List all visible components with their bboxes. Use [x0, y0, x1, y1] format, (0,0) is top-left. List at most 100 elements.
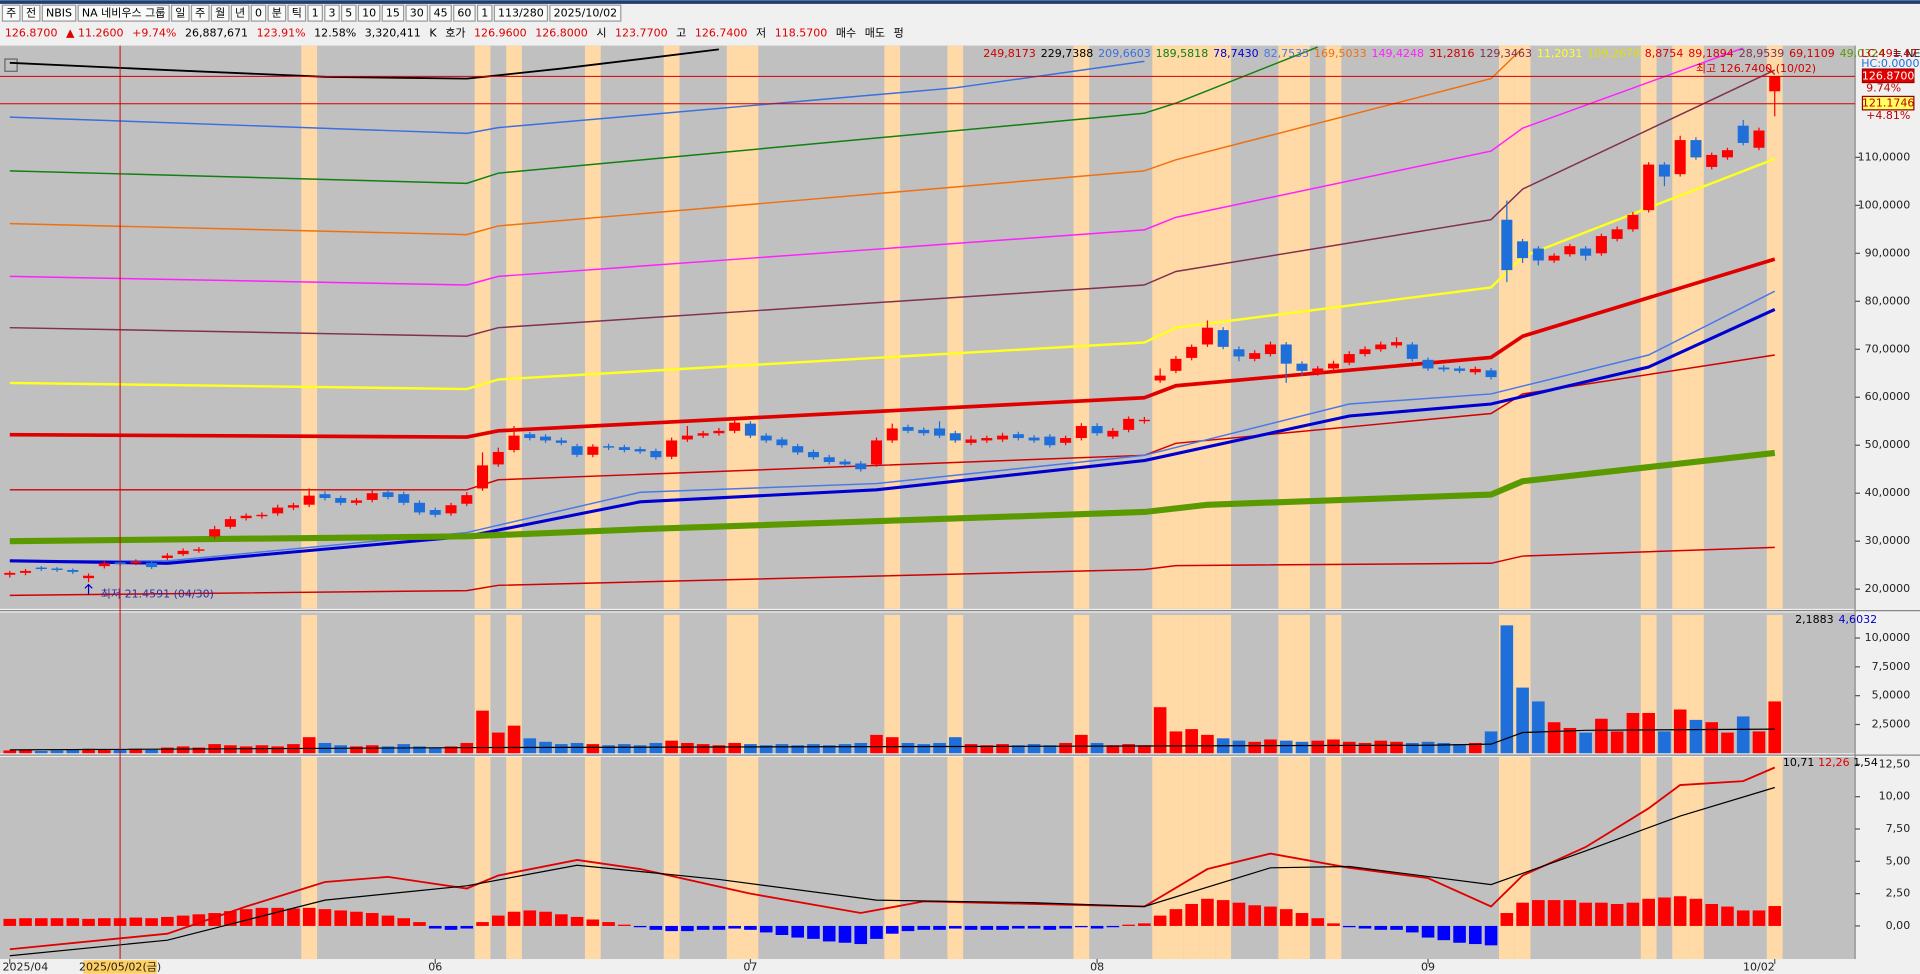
- button-box[interactable]: [190, 4, 210, 22]
- button-label[interactable]: 틱: [292, 7, 302, 20]
- toolbar-button[interactable]: NBIS: [41, 4, 77, 22]
- button-box[interactable]: [250, 4, 267, 22]
- toolbar-button[interactable]: 60: [453, 4, 476, 22]
- button-label[interactable]: 3: [328, 7, 335, 20]
- toolbar-button[interactable]: 주: [190, 4, 210, 22]
- volume-bar: [1689, 719, 1703, 754]
- oscillator-bar: [555, 914, 568, 926]
- button-label[interactable]: 60: [457, 7, 471, 20]
- button-label[interactable]: NA 네비우스 그룹: [82, 7, 166, 20]
- toolbar-button[interactable]: 전: [21, 4, 41, 22]
- toolbar-button[interactable]: 5: [340, 4, 357, 22]
- button-box[interactable]: [230, 4, 250, 22]
- button-box[interactable]: [287, 4, 307, 22]
- toolbar-button[interactable]: 월: [210, 4, 230, 22]
- button-label[interactable]: 주: [6, 7, 16, 20]
- button-label[interactable]: 1: [481, 7, 488, 20]
- button-box[interactable]: [381, 4, 405, 22]
- button-box[interactable]: [41, 4, 77, 22]
- button-box[interactable]: [549, 4, 622, 22]
- signal-band: [1278, 757, 1295, 960]
- oscillator-bar: [1673, 896, 1687, 926]
- volume-bar: [1358, 742, 1372, 754]
- button-box[interactable]: [429, 4, 452, 22]
- low-label: 최저 21.4591 (04/30): [101, 587, 214, 600]
- candle-body: [1658, 164, 1670, 177]
- signal-band: [726, 757, 743, 960]
- candle-body: [555, 440, 567, 443]
- button-label[interactable]: 2025/10/02: [554, 7, 618, 20]
- candle-body: [1627, 214, 1639, 230]
- button-label[interactable]: 30: [410, 7, 424, 20]
- button-box[interactable]: [170, 4, 190, 22]
- toolbar-button[interactable]: 주: [1, 4, 21, 22]
- oscillator-bar: [318, 909, 332, 926]
- toolbar-button[interactable]: 30: [405, 4, 429, 22]
- toolbar-button[interactable]: 10: [357, 4, 381, 22]
- toolbar-button[interactable]: 2025/10/02: [549, 4, 622, 22]
- toolbar-button[interactable]: 0: [250, 4, 267, 22]
- volume-bar: [1248, 741, 1262, 754]
- button-box[interactable]: [476, 4, 493, 22]
- quote-field: 호가: [445, 26, 465, 39]
- button-label[interactable]: 1: [312, 7, 319, 20]
- toolbar-button[interactable]: 분: [267, 4, 287, 22]
- button-label[interactable]: 주: [195, 7, 205, 20]
- button-label[interactable]: 전: [26, 7, 36, 20]
- volume-bar: [255, 745, 269, 754]
- volume-bar: [1201, 734, 1214, 754]
- toolbar-button[interactable]: 1: [476, 4, 493, 22]
- volume-bar: [775, 744, 789, 754]
- button-box[interactable]: [324, 4, 340, 22]
- oscillator-bar: [1342, 925, 1356, 928]
- volume-bar: [917, 744, 931, 754]
- oscillator-bar: [1736, 910, 1750, 926]
- indicator-line: [9, 257, 1776, 439]
- button-label[interactable]: 113/280: [498, 7, 544, 20]
- button-box[interactable]: [340, 4, 357, 22]
- toolbar-button[interactable]: 113/280: [493, 4, 549, 22]
- volume-bar: [1405, 742, 1419, 754]
- volume-bar: [1043, 745, 1057, 754]
- toolbar-button[interactable]: 틱: [287, 4, 307, 22]
- button-box[interactable]: [493, 4, 549, 22]
- macd-value: 1,54: [1853, 756, 1878, 769]
- button-label[interactable]: 45: [434, 7, 448, 20]
- quote-field: 126.8000: [535, 26, 588, 39]
- button-box[interactable]: [307, 4, 323, 22]
- button-label[interactable]: 10: [362, 7, 376, 20]
- button-label[interactable]: 일: [175, 6, 185, 20]
- toolbar-button[interactable]: 3: [324, 4, 340, 22]
- toolbar-button[interactable]: 45: [429, 4, 452, 22]
- indicator-line: [9, 157, 1776, 391]
- button-label[interactable]: 0: [255, 7, 262, 20]
- panel-plot: [3, 757, 1783, 960]
- button-label[interactable]: 년: [235, 7, 245, 20]
- button-label[interactable]: 분: [272, 7, 282, 20]
- toolbar-button[interactable]: 년: [230, 4, 250, 22]
- oscillator-bar: [19, 918, 32, 926]
- y-tick-label: 50,0000: [1865, 438, 1911, 451]
- button-box[interactable]: [77, 4, 170, 22]
- y-tick-label: 2,5000: [1872, 717, 1911, 730]
- button-box[interactable]: [1, 4, 21, 22]
- panel-icon[interactable]: [4, 58, 18, 72]
- price-tag-label: 126.8700: [1862, 69, 1915, 82]
- button-box[interactable]: [405, 4, 429, 22]
- toolbar-button[interactable]: 일: [170, 4, 190, 22]
- button-label[interactable]: NBIS: [46, 7, 72, 20]
- button-label[interactable]: 5: [345, 7, 352, 20]
- button-box[interactable]: [210, 4, 230, 22]
- y-tick-label: 7,50: [1886, 822, 1911, 835]
- toolbar-button[interactable]: NA 네비우스 그룹: [77, 4, 170, 22]
- button-box[interactable]: [21, 4, 41, 22]
- candle-body: [1454, 368, 1466, 371]
- toolbar-button[interactable]: 1: [307, 4, 323, 22]
- macd-value: 12,26: [1818, 756, 1850, 769]
- button-label[interactable]: 월: [215, 7, 225, 20]
- button-box[interactable]: [453, 4, 476, 22]
- toolbar-button[interactable]: 15: [381, 4, 405, 22]
- button-box[interactable]: [357, 4, 381, 22]
- button-label[interactable]: 15: [386, 7, 400, 20]
- button-box[interactable]: [267, 4, 287, 22]
